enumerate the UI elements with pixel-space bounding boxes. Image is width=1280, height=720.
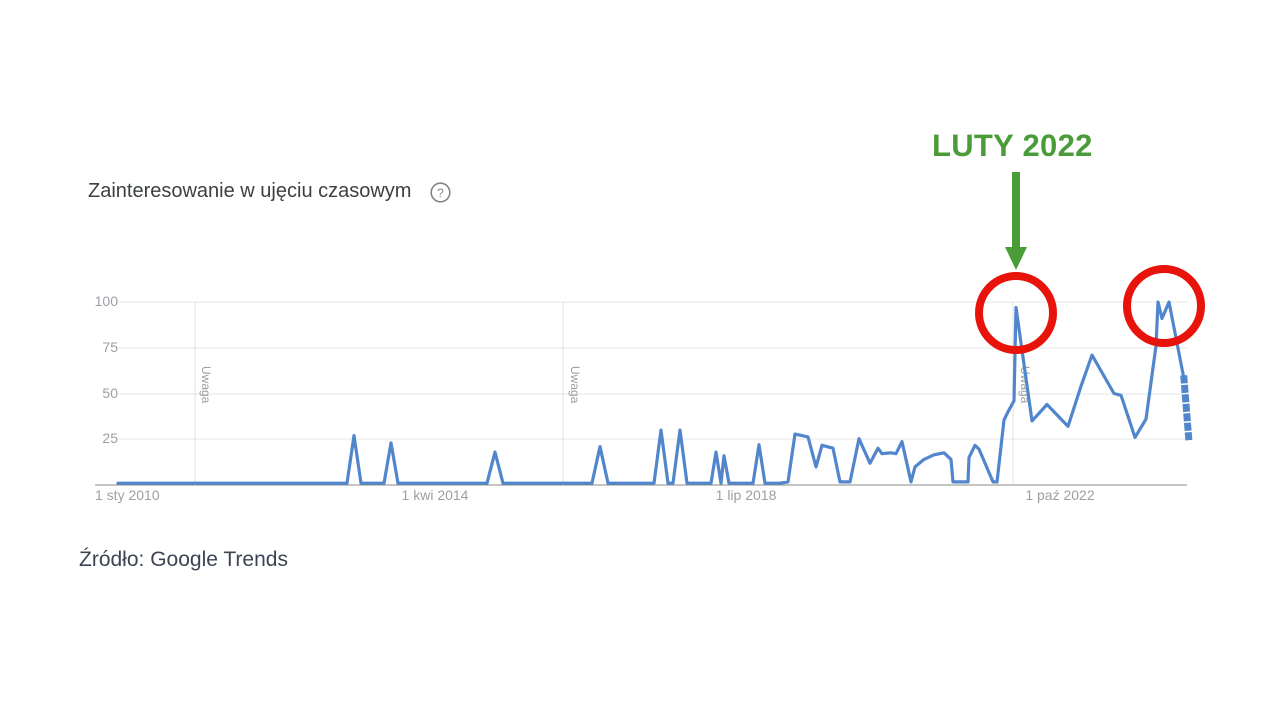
svg-text:50: 50 (102, 385, 118, 401)
svg-text:1 lip 2018: 1 lip 2018 (716, 487, 777, 503)
svg-text:1 sty 2010: 1 sty 2010 (95, 487, 160, 503)
svg-text:75: 75 (102, 339, 118, 355)
svg-text:100: 100 (95, 293, 119, 309)
svg-text:Uwaga: Uwaga (568, 366, 582, 404)
svg-text:25: 25 (102, 430, 118, 446)
svg-text:Uwaga: Uwaga (199, 366, 213, 404)
svg-text:1 paź 2022: 1 paź 2022 (1025, 487, 1094, 503)
svg-text:1 kwi 2014: 1 kwi 2014 (402, 487, 469, 503)
